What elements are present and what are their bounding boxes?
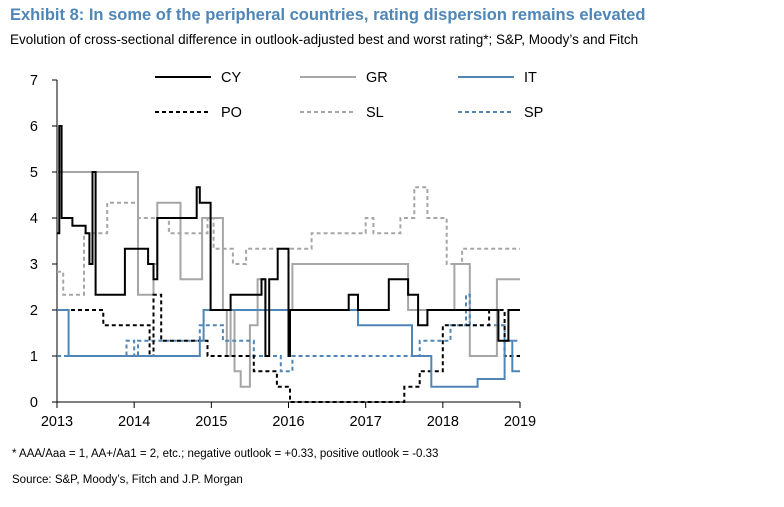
x-tick-label: 2015	[195, 414, 227, 430]
chart: 0 1 2 3 4 5 6 7 2013 2014 2015 2016 2017 2018 2019 CY G…	[30, 70, 543, 430]
chart-title: Exhibit 8: In some of the peripheral cou…	[10, 6, 646, 24]
footnote: * AAA/Aaa = 1, AA+/Aa1 = 2, etc.; negati…	[12, 448, 439, 460]
y-tick-label: 6	[30, 119, 38, 135]
x-tick-label: 2018	[427, 414, 459, 430]
x-tick-label: 2014	[118, 414, 150, 430]
y-tick-label: 5	[30, 165, 38, 181]
y-tick-label: 0	[30, 395, 38, 411]
legend-label-po: PO	[221, 105, 242, 121]
y-tick-label: 3	[30, 257, 38, 273]
x-tick-label: 2016	[272, 414, 304, 430]
chart-series	[57, 125, 520, 403]
legend-label-cy: CY	[221, 70, 241, 86]
x-tick-label: 2017	[350, 414, 382, 430]
series-line-cy	[57, 125, 520, 357]
chart-legend: CY GR IT PO SL SP	[155, 70, 543, 121]
y-tick-label: 4	[30, 211, 38, 227]
y-tick-label: 2	[30, 303, 38, 319]
x-tick-label: 2013	[41, 414, 73, 430]
series-line-it	[57, 309, 520, 388]
chart-axes: 0 1 2 3 4 5 6 7 2013 2014 2015 2016 2017 2018 2019	[30, 73, 536, 430]
series-line-sl	[57, 186, 520, 296]
legend-label-it: IT	[524, 70, 537, 86]
y-tick-label: 7	[30, 73, 38, 89]
chart-subtitle: Evolution of cross-sectional difference …	[10, 32, 639, 47]
legend-label-sl: SL	[366, 105, 384, 121]
legend-label-sp: SP	[524, 105, 543, 121]
x-tick-label: 2019	[504, 414, 536, 430]
y-tick-label: 1	[30, 349, 38, 365]
legend-label-gr: GR	[366, 70, 388, 86]
source-note: Source: S&P, Moody’s, Fitch and J.P. Mor…	[12, 474, 243, 486]
series-line-po	[57, 293, 520, 403]
